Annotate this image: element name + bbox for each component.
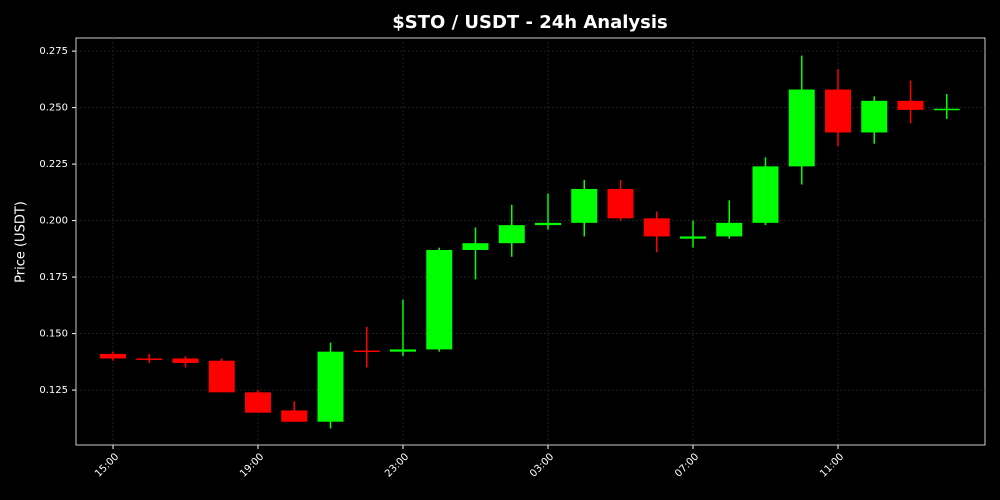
candle-body (861, 100, 888, 133)
candle-body (788, 89, 815, 167)
candle-body (426, 249, 453, 350)
candle-body (752, 166, 779, 223)
x-tick-label: 15:00 (93, 451, 121, 479)
candle-body (172, 358, 199, 363)
candle-body (208, 360, 235, 393)
x-tick-label: 03:00 (528, 451, 556, 479)
candle-body (281, 410, 308, 422)
candle-body (245, 392, 271, 413)
candle-body (680, 236, 706, 239)
y-tick-label: 0.250 (39, 103, 68, 114)
candle-body (716, 222, 743, 237)
candle-body (933, 108, 960, 111)
x-tick-label: 19:00 (238, 451, 266, 479)
x-tick-label: 07:00 (673, 451, 701, 479)
y-tick-label: 0.200 (39, 216, 68, 227)
chart-title: $STO / USDT - 24h Analysis (392, 12, 668, 33)
candle-body (571, 188, 598, 223)
y-tick-label: 0.150 (39, 329, 68, 340)
candle-body (100, 353, 126, 359)
y-tick-label: 0.175 (39, 272, 68, 283)
y-tick-label: 0.125 (39, 385, 68, 396)
plot-frame (75, 37, 986, 446)
candle-body (353, 350, 380, 353)
y-axis-label: Price (USDT) (14, 201, 29, 283)
y-tick-label: 0.275 (39, 46, 68, 57)
candle-body (643, 218, 670, 237)
candle-body (535, 222, 561, 226)
y-tick-label: 0.225 (39, 159, 68, 170)
candle-body (390, 349, 416, 352)
candle-body (317, 351, 344, 422)
x-tick-label: 11:00 (818, 451, 846, 479)
candle-body (498, 225, 525, 244)
candle-body (462, 243, 489, 250)
candle-body (607, 188, 634, 219)
candle-body (136, 358, 163, 360)
candle-body (825, 89, 851, 133)
x-tick-label: 23:00 (383, 451, 411, 479)
candle-body (897, 100, 924, 110)
